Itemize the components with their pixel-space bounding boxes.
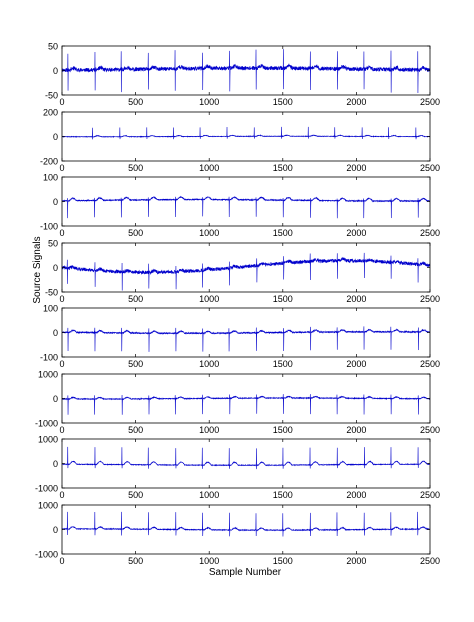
x-tick-label: 2000 xyxy=(346,490,366,500)
y-tick-label: 1000 xyxy=(38,501,58,511)
x-tick-label: 0 xyxy=(59,97,64,107)
signal-trace-1 xyxy=(61,49,431,94)
y-tick-label: 0 xyxy=(53,459,58,469)
x-tick-label: 1500 xyxy=(273,490,293,500)
y-tick-label: 0 xyxy=(53,66,58,76)
y-tick-label: 100 xyxy=(43,173,58,183)
x-tick-label: 2000 xyxy=(346,163,366,173)
x-tick-label: 1500 xyxy=(273,425,293,435)
figure-x-axis-label: Sample Number xyxy=(209,567,282,578)
y-tick-label: 0 xyxy=(53,197,58,207)
signal-trace-2 xyxy=(61,126,431,140)
x-tick-label: 2500 xyxy=(420,425,440,435)
y-tick-label: -100 xyxy=(40,222,58,232)
x-tick-label: 2000 xyxy=(346,228,366,238)
x-tick-label: 1000 xyxy=(199,359,219,369)
x-tick-label: 500 xyxy=(128,556,143,566)
x-tick-label: 500 xyxy=(128,228,143,238)
figure-y-axis-label: Source Signals xyxy=(32,236,43,303)
signal-trace-5 xyxy=(61,326,430,352)
x-tick-label: 2000 xyxy=(346,97,366,107)
x-tick-label: 0 xyxy=(59,163,64,173)
y-tick-label: -200 xyxy=(40,157,58,167)
y-tick-label: 0 xyxy=(53,525,58,535)
x-tick-label: 500 xyxy=(128,425,143,435)
x-tick-label: 2000 xyxy=(346,425,366,435)
x-tick-label: 2500 xyxy=(420,163,440,173)
x-tick-label: 0 xyxy=(59,556,64,566)
y-tick-label: 0 xyxy=(53,132,58,142)
x-tick-label: 1500 xyxy=(273,228,293,238)
y-tick-label: 200 xyxy=(43,108,58,118)
x-tick-label: 500 xyxy=(128,97,143,107)
x-tick-label: 1000 xyxy=(199,490,219,500)
y-tick-label: 50 xyxy=(48,239,58,249)
x-tick-label: 1000 xyxy=(199,228,219,238)
y-tick-label: 1000 xyxy=(38,435,58,445)
y-tick-label: 0 xyxy=(53,328,58,338)
subplot-2: 2000-2000 500 1000 1500 2000 2500 xyxy=(40,108,440,174)
y-tick-label: -50 xyxy=(45,91,58,101)
signal-trace-8 xyxy=(61,511,430,537)
x-tick-label: 0 xyxy=(59,490,64,500)
subplot-3: 1000-1000 500 1000 1500 2000 2500 xyxy=(40,173,440,239)
x-tick-label: 0 xyxy=(59,294,64,304)
x-tick-label: 1500 xyxy=(273,294,293,304)
y-tick-label: 0 xyxy=(53,394,58,404)
x-tick-label: 1500 xyxy=(273,556,293,566)
x-tick-label: 1000 xyxy=(199,163,219,173)
x-tick-label: 1500 xyxy=(273,163,293,173)
y-tick-label: 50 xyxy=(48,42,58,52)
y-tick-label: -1000 xyxy=(35,419,58,429)
x-tick-label: 2000 xyxy=(346,294,366,304)
signal-trace-4 xyxy=(61,252,431,291)
x-tick-label: 500 xyxy=(128,359,143,369)
signal-trace-6 xyxy=(61,394,431,415)
y-tick-label: 1000 xyxy=(38,370,58,380)
x-tick-label: 1000 xyxy=(199,294,219,304)
y-tick-label: 0 xyxy=(53,263,58,273)
signal-trace-7 xyxy=(61,446,431,470)
x-tick-label: 2500 xyxy=(420,294,440,304)
x-tick-label: 1000 xyxy=(199,425,219,435)
x-tick-label: 1500 xyxy=(273,359,293,369)
x-tick-label: 2500 xyxy=(420,556,440,566)
x-tick-label: 2000 xyxy=(346,359,366,369)
x-tick-label: 1000 xyxy=(199,97,219,107)
axes-frame-7 xyxy=(61,438,431,489)
axes-frame-4 xyxy=(61,242,431,293)
x-tick-label: 2500 xyxy=(420,359,440,369)
x-tick-label: 1000 xyxy=(199,556,219,566)
x-tick-label: 500 xyxy=(128,294,143,304)
y-tick-label: -1000 xyxy=(35,484,58,494)
subplot-1: 500-500 500 1000 1500 2000 2500 xyxy=(45,42,440,108)
y-tick-label: -1000 xyxy=(35,550,58,560)
x-tick-label: 2500 xyxy=(420,490,440,500)
x-tick-label: 2500 xyxy=(420,97,440,107)
x-tick-label: 0 xyxy=(59,228,64,238)
x-tick-label: 2000 xyxy=(346,556,366,566)
x-tick-label: 1500 xyxy=(273,97,293,107)
subplot-5: 1000-1000 500 1000 1500 2000 2500 xyxy=(40,304,440,370)
signal-trace-3 xyxy=(61,195,431,219)
y-tick-label: 100 xyxy=(43,304,58,314)
x-tick-label: 0 xyxy=(59,425,64,435)
x-tick-label: 500 xyxy=(128,163,143,173)
subplot-4: 500-500 500 1000 1500 2000 2500 xyxy=(45,239,440,305)
y-tick-label: -100 xyxy=(40,353,58,363)
y-tick-label: -50 xyxy=(45,288,58,298)
x-tick-label: 2500 xyxy=(420,228,440,238)
x-tick-label: 500 xyxy=(128,490,143,500)
x-tick-label: 0 xyxy=(59,359,64,369)
